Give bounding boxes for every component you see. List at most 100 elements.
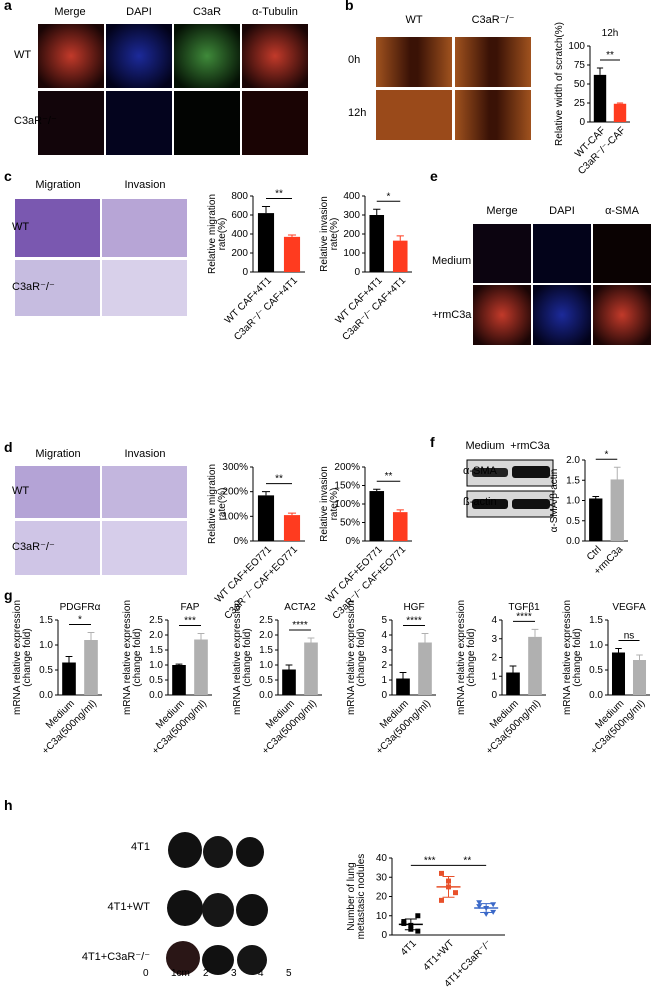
y-tick-label: 3 xyxy=(491,634,497,645)
column-header: Invasion xyxy=(125,448,166,460)
y-tick-label: 2.0 xyxy=(566,455,580,466)
bar xyxy=(392,240,408,272)
row-label: Medium xyxy=(432,255,471,267)
y-tick-label: 0 xyxy=(242,267,248,278)
panel-label: b xyxy=(345,0,354,13)
y-tick-label: 0.5 xyxy=(259,675,273,686)
y-tick-label: 400 xyxy=(231,229,248,240)
bar xyxy=(610,479,624,541)
y-tick-label: 2.5 xyxy=(259,615,273,626)
y-tick-label: 150% xyxy=(334,481,360,492)
significance-label: ** xyxy=(275,188,283,199)
y-axis-label: Relative invasion xyxy=(319,466,330,542)
ruler-label: 0 xyxy=(143,968,149,979)
column-header: DAPI xyxy=(126,6,152,18)
bar xyxy=(62,662,76,695)
y-tick-label: 400 xyxy=(343,191,360,202)
point xyxy=(439,897,444,903)
y-axis-label: (change fold) xyxy=(132,628,143,686)
y-tick-label: 0 xyxy=(381,690,387,701)
y-axis-label: rate(%) xyxy=(217,488,228,521)
y-tick-label: 1 xyxy=(491,671,497,682)
row-label: WT xyxy=(14,49,31,61)
y-axis-label: Relative migration xyxy=(207,194,218,274)
significance-label: * xyxy=(78,615,82,626)
y-tick-label: 4 xyxy=(491,615,497,626)
y-tick-label: 800 xyxy=(231,191,248,202)
y-tick-label: 1.5 xyxy=(149,645,163,656)
y-axis-label: mRNA relative expression xyxy=(12,600,23,715)
transwell-images xyxy=(15,199,187,575)
error-bar xyxy=(87,632,95,640)
error-bar xyxy=(592,495,600,499)
y-axis-label: α-SMA/β-actin xyxy=(549,469,560,533)
error-bar xyxy=(396,509,404,513)
y-tick-label: 2 xyxy=(381,660,387,671)
error-bar xyxy=(261,491,271,496)
significance-label: *** xyxy=(424,855,436,866)
lung-photos xyxy=(166,832,268,975)
y-axis-label: mRNA relative expression xyxy=(456,600,467,715)
y-tick-label: 0% xyxy=(346,536,361,547)
significance-label: **** xyxy=(406,616,422,627)
y-tick-label: 0.5 xyxy=(39,665,53,676)
row-label: +rmC3a xyxy=(432,309,472,321)
panel-label: g xyxy=(4,587,13,603)
y-tick-label: 100% xyxy=(222,511,248,522)
error-bar xyxy=(615,648,622,653)
bar xyxy=(304,642,318,695)
significance-label: **** xyxy=(292,620,308,631)
y-tick-label: 50% xyxy=(340,518,360,529)
row-label: 4T1 xyxy=(131,841,150,853)
y-axis-label: Relative invasion xyxy=(319,196,330,272)
bar xyxy=(84,640,98,695)
bar xyxy=(257,495,275,541)
bar xyxy=(392,512,408,541)
y-axis-label: mRNA relative expression xyxy=(562,600,573,715)
error-bar xyxy=(65,656,73,663)
column-header: Migration xyxy=(35,179,80,191)
point xyxy=(453,890,458,896)
bar xyxy=(396,678,410,695)
error-bar xyxy=(399,672,407,679)
bar xyxy=(283,236,301,272)
row-label: WT xyxy=(12,485,29,497)
chart-title: ACTA2 xyxy=(284,602,316,613)
y-tick-label: 0 xyxy=(491,690,497,701)
bar xyxy=(283,515,301,541)
y-axis-label: metastasic nodules xyxy=(356,854,367,940)
y-axis-label: Relative width of scratch(%) xyxy=(554,22,565,146)
y-tick-label: 100 xyxy=(568,41,585,52)
y-tick-label: 100% xyxy=(334,499,360,510)
row-label: C3aR⁻/⁻ xyxy=(12,541,55,553)
column-header: α-Tubulin xyxy=(252,6,298,18)
chart-title: HGF xyxy=(403,602,424,613)
y-tick-label: 200 xyxy=(231,248,248,259)
y-axis-label: mRNA relative expression xyxy=(122,600,133,715)
bar xyxy=(611,652,626,695)
bar xyxy=(418,642,432,695)
y-tick-label: 1.0 xyxy=(566,496,580,507)
bar xyxy=(613,103,627,122)
y-axis-label: rate(%) xyxy=(329,488,340,521)
chart-title: PDGFRα xyxy=(60,602,101,613)
y-tick-label: 0.0 xyxy=(259,690,273,701)
point xyxy=(490,902,497,908)
y-tick-label: 4 xyxy=(381,630,387,641)
y-tick-label: 2.0 xyxy=(259,630,273,641)
chart-title: 12h xyxy=(602,28,619,39)
error-bar xyxy=(197,633,205,640)
y-tick-label: 25 xyxy=(574,98,586,109)
error-bar xyxy=(373,208,381,215)
row-label: 4T1+C3aR⁻/⁻ xyxy=(82,951,150,963)
y-tick-label: 5 xyxy=(381,615,387,626)
row-label: 4T1+WT xyxy=(108,901,151,913)
y-tick-label: 10 xyxy=(376,911,388,922)
point xyxy=(415,913,421,919)
y-tick-label: 0% xyxy=(234,536,249,547)
y-tick-label: 0 xyxy=(354,267,360,278)
point xyxy=(439,870,444,876)
row-label: C3aR⁻/⁻ xyxy=(12,281,55,293)
y-tick-label: 3 xyxy=(381,645,387,656)
